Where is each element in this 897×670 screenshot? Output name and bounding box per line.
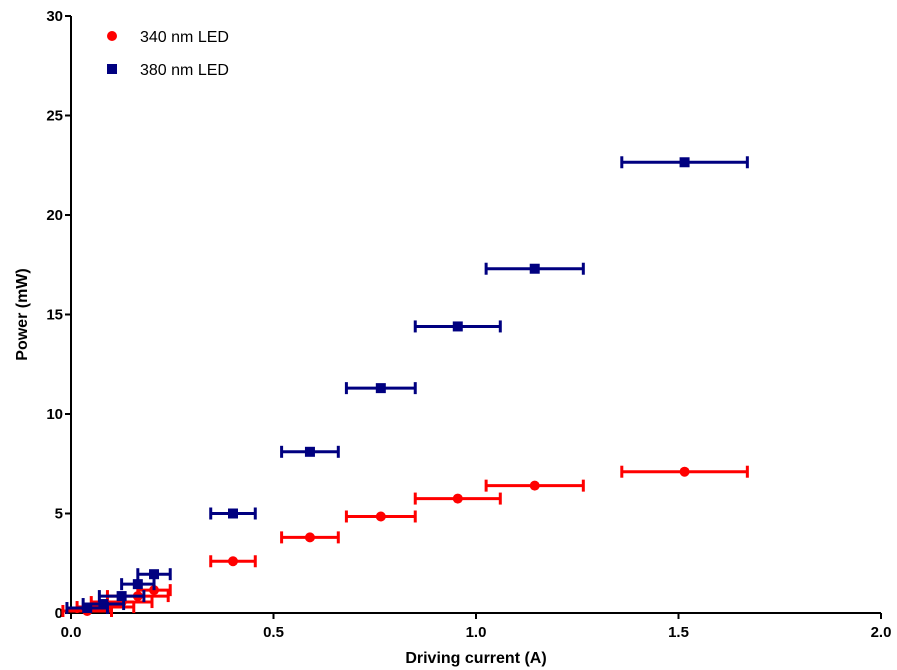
data-point: [228, 508, 238, 519]
data-point: [132, 579, 143, 590]
data-point: [304, 446, 315, 457]
legend-marker-square: [107, 64, 117, 74]
data-point: [304, 532, 315, 543]
data-point: [228, 556, 238, 567]
y-tick-label: 15: [46, 307, 63, 324]
data-point: [149, 569, 160, 580]
data-point: [375, 383, 386, 394]
x-tick-label: 2.0: [871, 624, 892, 641]
y-tick-label: 30: [46, 8, 63, 25]
y-tick-label: 25: [46, 108, 63, 125]
x-axis-ticks: 0.0 0.5 1.0 1.5 2.0: [61, 613, 892, 641]
x-tick-label: 1.0: [466, 624, 487, 641]
data-point: [452, 493, 463, 504]
data-point: [452, 321, 463, 332]
plot-area: [61, 156, 749, 618]
y-tick-label: 10: [46, 406, 63, 423]
legend-label: 340 nm LED: [140, 29, 229, 46]
y-axis-title: Power (mW): [14, 268, 31, 360]
x-tick-label: 0.0: [61, 624, 82, 641]
legend-item: 340 nm LED: [107, 29, 229, 46]
data-point: [529, 480, 540, 491]
legend-item: 380 nm LED: [107, 62, 229, 79]
legend-marker-circle: [107, 31, 117, 41]
data-point: [529, 263, 540, 274]
legend: 340 nm LED 380 nm LED: [107, 29, 229, 79]
y-tick-label: 20: [46, 207, 63, 224]
y-axis-ticks: 0 5 10 15 20 25 30: [46, 8, 71, 622]
series-1: [61, 465, 749, 618]
data-point: [98, 599, 109, 610]
data-point: [375, 511, 386, 522]
data-point: [82, 603, 93, 614]
x-tick-label: 0.5: [263, 624, 284, 641]
series-2: [65, 156, 749, 615]
x-tick-label: 1.5: [668, 624, 689, 641]
data-point: [679, 157, 690, 168]
y-tick-label: 5: [55, 506, 63, 523]
data-point: [679, 466, 690, 477]
data-point: [116, 591, 127, 602]
x-axis-title: Driving current (A): [405, 650, 546, 667]
axes: [70, 16, 881, 614]
legend-label: 380 nm LED: [140, 62, 229, 79]
y-tick-label: 0: [55, 605, 63, 622]
